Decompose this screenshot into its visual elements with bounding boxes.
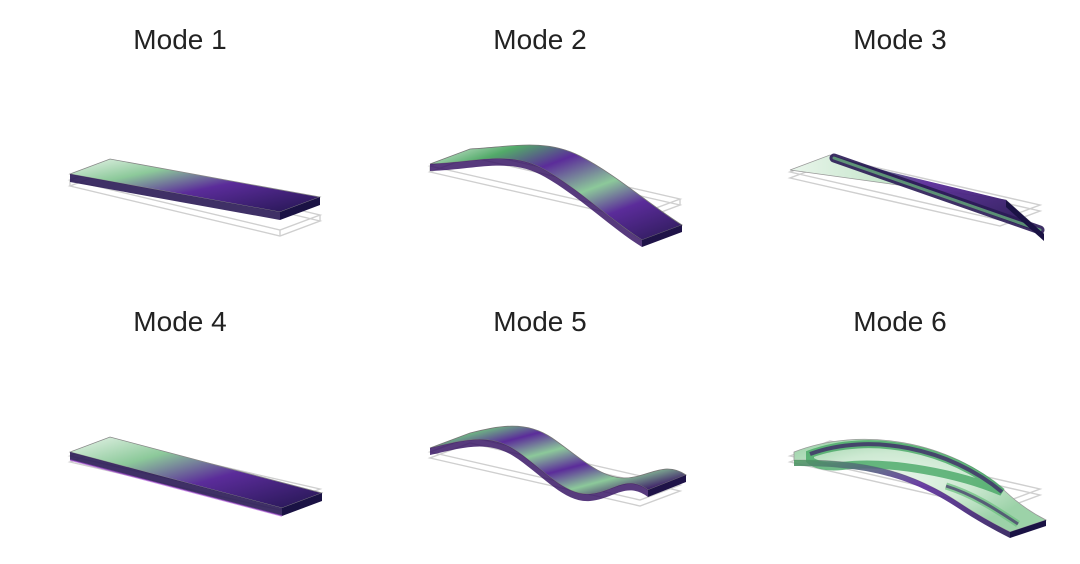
- panel-mode1: Mode 1: [0, 0, 360, 282]
- panel-mode6: Mode 6: [720, 282, 1080, 564]
- plate-mode2: [390, 92, 690, 272]
- panel-title: Mode 1: [0, 24, 360, 56]
- plate-mode1: [30, 92, 330, 272]
- panel-title: Mode 5: [360, 306, 720, 338]
- panel-mode2: Mode 2: [360, 0, 720, 282]
- plate-mode6: [750, 374, 1050, 554]
- panel-title: Mode 4: [0, 306, 360, 338]
- panel-mode4: Mode 4: [0, 282, 360, 564]
- plate-mode3: [750, 92, 1050, 272]
- panel-mode3: Mode 3: [720, 0, 1080, 282]
- panel-title: Mode 6: [720, 306, 1080, 338]
- plate-mode4: [30, 374, 330, 554]
- plate-mode5: [390, 374, 690, 554]
- mode-shapes-grid: Mode 1: [0, 0, 1080, 564]
- panel-title: Mode 3: [720, 24, 1080, 56]
- panel-mode5: Mode 5: [360, 282, 720, 564]
- panel-title: Mode 2: [360, 24, 720, 56]
